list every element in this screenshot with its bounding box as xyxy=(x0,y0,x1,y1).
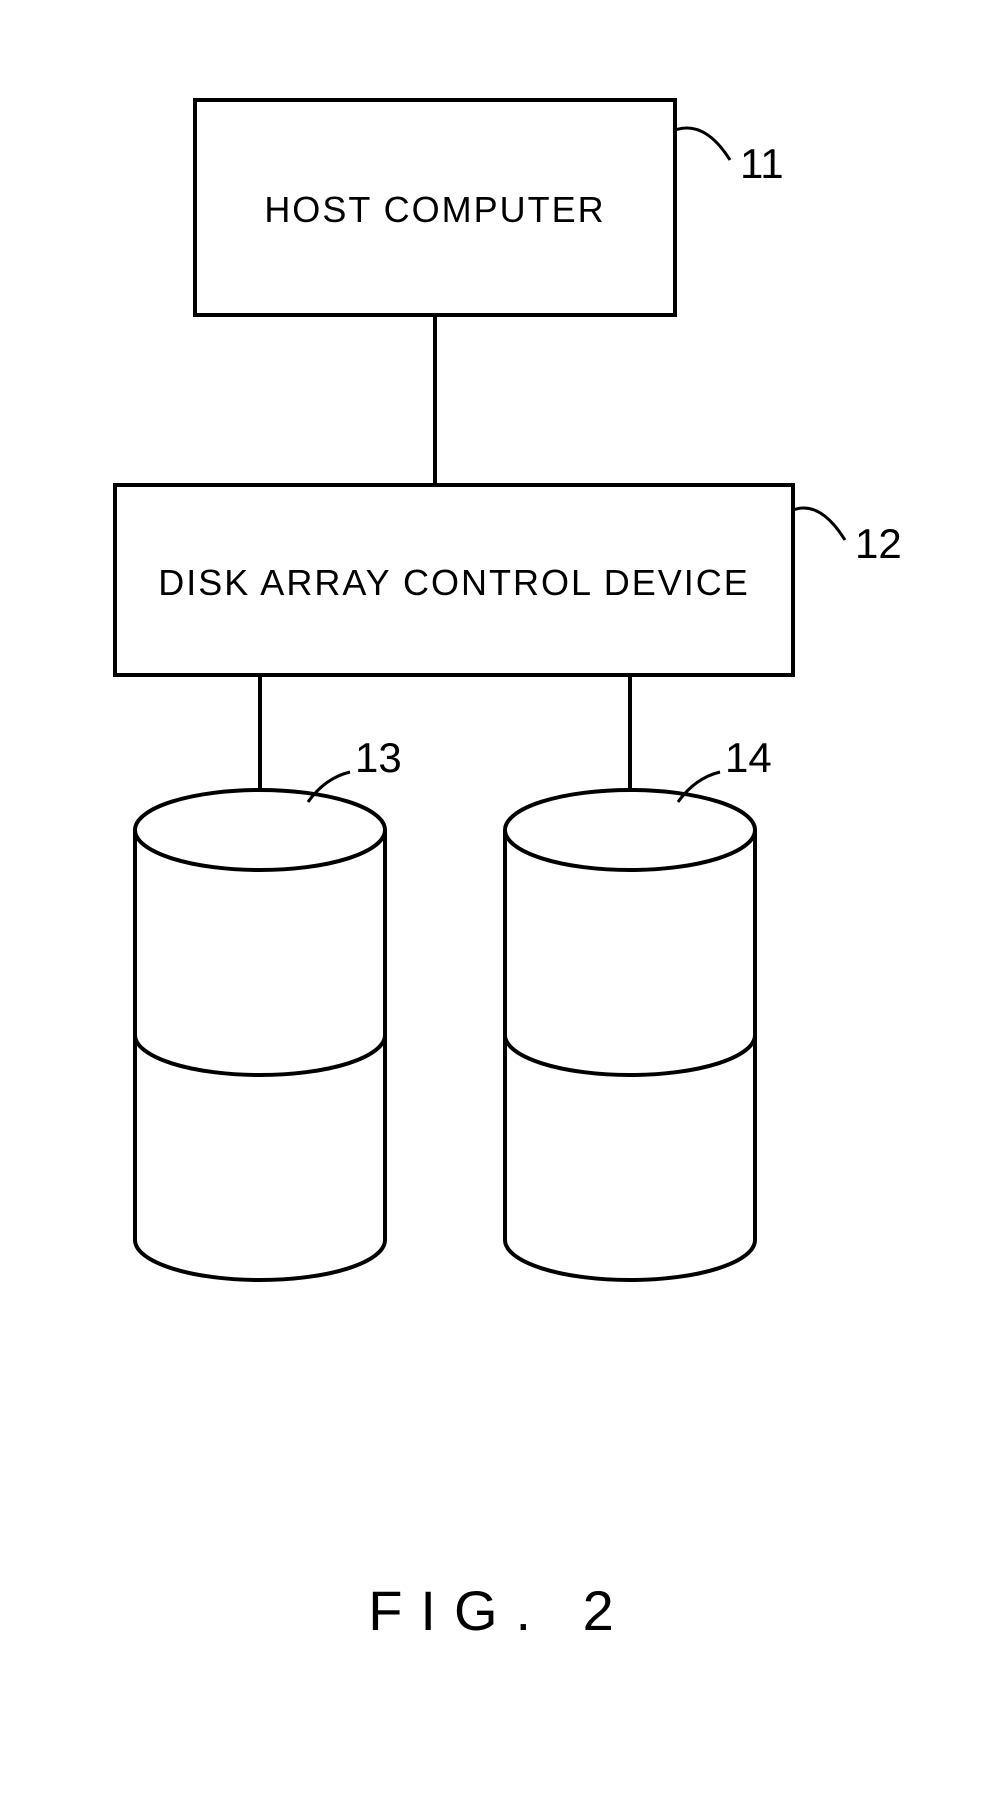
disk-array-controller-label: DISK ARRAY CONTROL DEVICE xyxy=(158,562,749,603)
disk-array-controller-node: DISK ARRAY CONTROL DEVICE xyxy=(115,485,793,675)
ref-14: 14 xyxy=(678,734,772,802)
ref-13: 13 xyxy=(308,734,402,802)
ref-13-label: 13 xyxy=(355,734,402,781)
host-computer-node: HOST COMPUTER xyxy=(195,100,675,315)
ref-11: 11 xyxy=(675,128,784,187)
ref-12-label: 12 xyxy=(855,520,902,567)
figure-caption: FIG. 2 xyxy=(368,1579,632,1642)
ref-12: 12 xyxy=(793,508,902,567)
ref-11-label: 11 xyxy=(740,140,784,187)
host-computer-label: HOST COMPUTER xyxy=(264,189,605,230)
disk-left-node xyxy=(135,790,385,1280)
disk-right-node xyxy=(505,790,755,1280)
ref-14-label: 14 xyxy=(725,734,772,781)
